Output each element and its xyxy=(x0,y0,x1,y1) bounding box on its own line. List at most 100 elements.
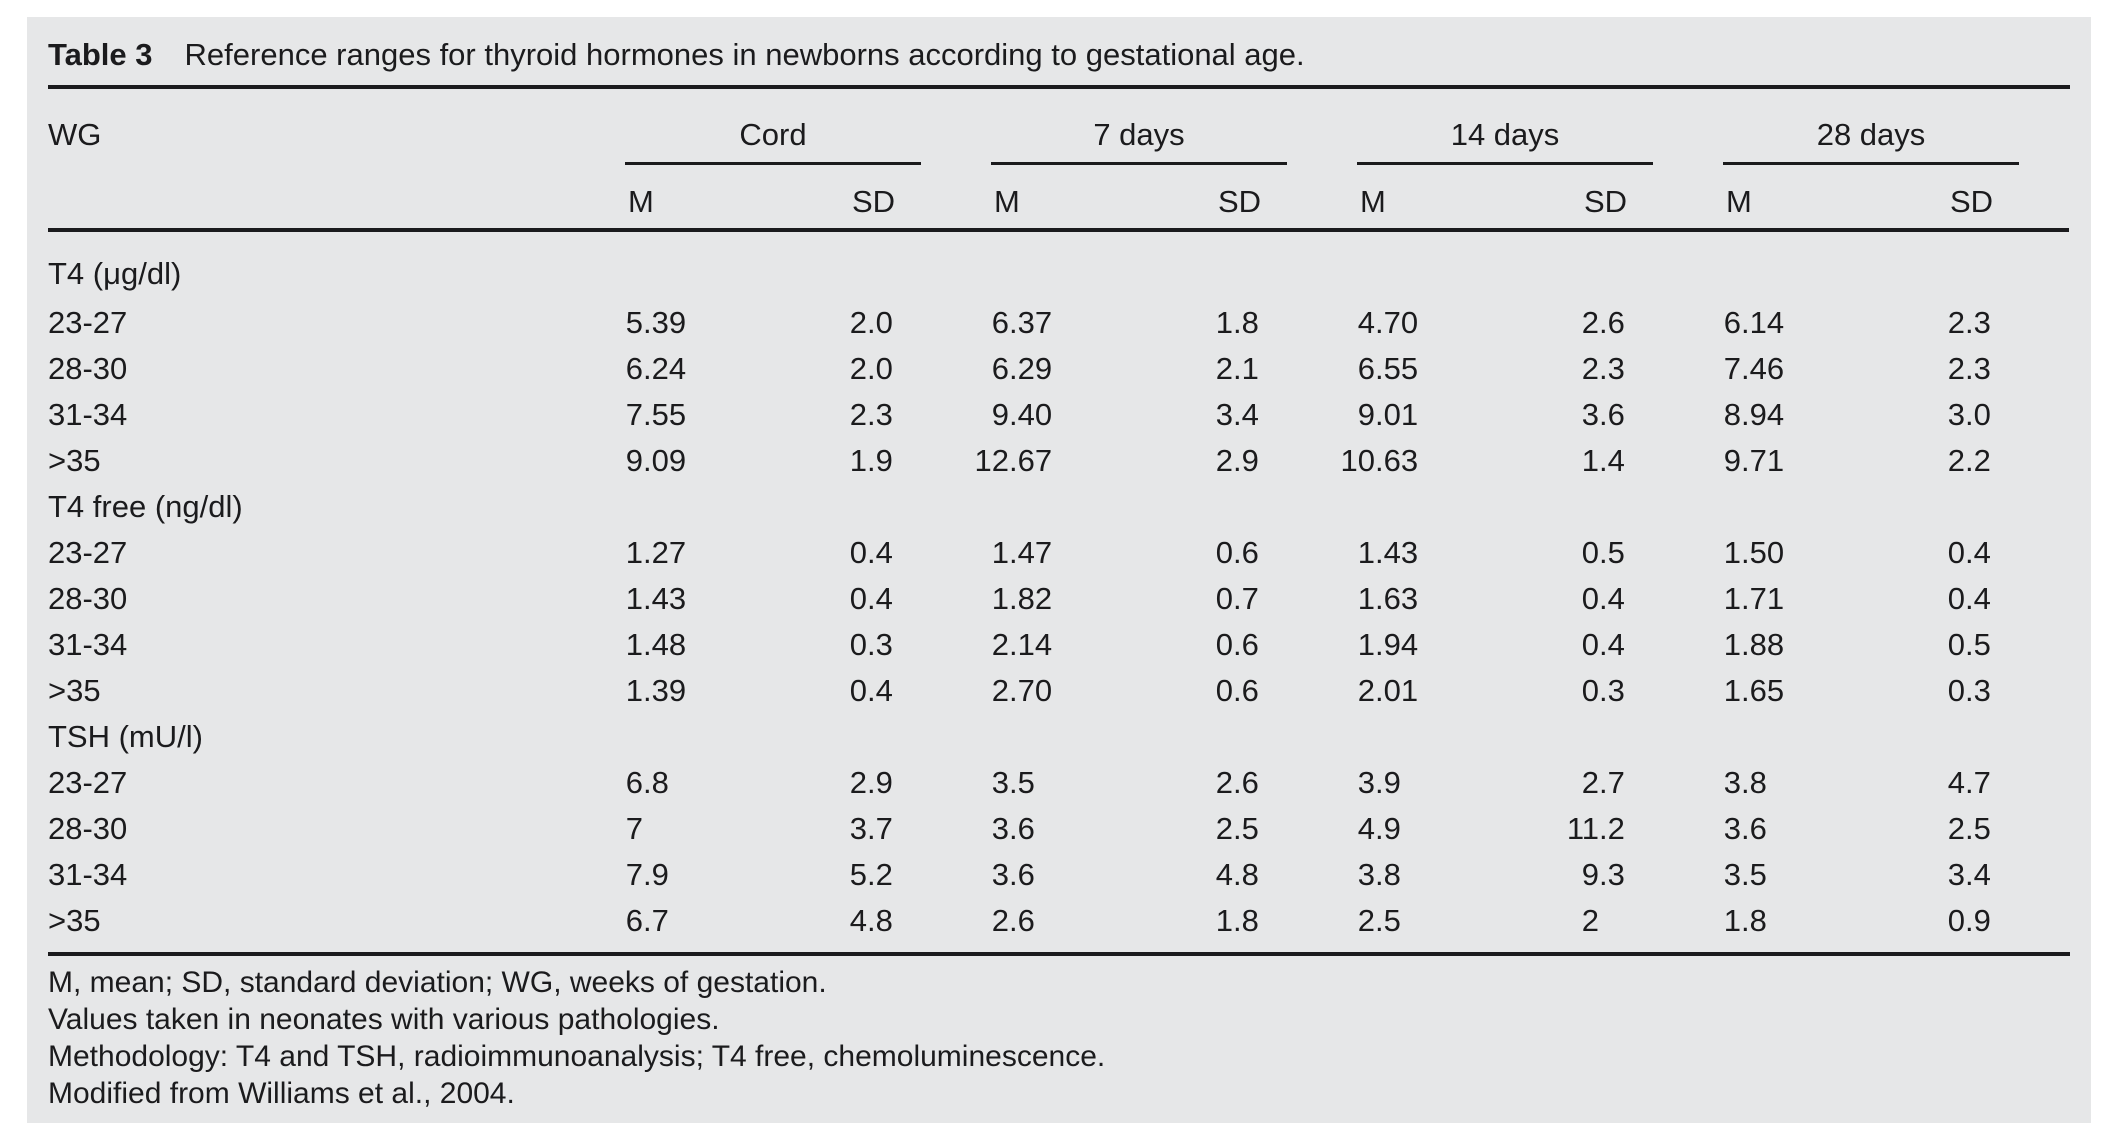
value-cell: 6.7 xyxy=(625,903,669,938)
value-cell: 0.3 xyxy=(1947,673,1991,708)
value-cell: 12.67 xyxy=(974,443,1053,478)
value-cell: 8.94 xyxy=(1723,397,1785,432)
wg-cell: 23-27 xyxy=(48,535,128,570)
value-cell: 9.71 xyxy=(1723,443,1785,478)
value-cell: 6.8 xyxy=(625,765,669,800)
value-cell: 3.8 xyxy=(1723,765,1767,800)
table-row: 23-27 1.27 0.4 1.47 0.6 1.43 0.5 1.50 0.4 xyxy=(48,530,2069,576)
table-row: 28-30 7 3.7 3.6 2.5 4.9 11.2 3.6 2.5 xyxy=(48,806,2069,852)
value-cell: 2.6 xyxy=(1215,765,1259,800)
value-cell: 2.14 xyxy=(991,627,1053,662)
column-group-28-days: 28 days xyxy=(1703,89,2069,165)
group-header-row: WG Cord 7 days 14 days 28 days xyxy=(48,89,2069,165)
value-cell: 6.55 xyxy=(1357,351,1419,386)
value-cell: 1.8 xyxy=(1215,903,1259,938)
value-cell: 9.01 xyxy=(1357,397,1419,432)
subheader-row: M SD M SD M SD M SD xyxy=(48,165,2069,232)
column-subheader-sd: SD xyxy=(1195,165,1337,232)
table-bottom-rule xyxy=(48,952,2070,956)
value-cell: 2.9 xyxy=(1215,443,1259,478)
table-row: 31-34 7.55 2.3 9.40 3.4 9.01 3.6 8.94 3.0 xyxy=(48,392,2069,438)
value-cell: 11.2 xyxy=(1566,811,1625,846)
value-cell: 0.4 xyxy=(1947,535,1991,570)
column-group-label: 28 days xyxy=(1816,117,1926,152)
value-cell: 2.6 xyxy=(991,903,1035,938)
value-cell: 1.4 xyxy=(1581,443,1625,478)
value-cell: 6.37 xyxy=(991,305,1053,340)
value-cell: 1.63 xyxy=(1357,581,1419,616)
value-cell: 4.7 xyxy=(1947,765,1991,800)
column-header-wg: WG xyxy=(48,117,102,152)
column-group-cord: Cord xyxy=(605,89,971,165)
column-subheader-sd: SD xyxy=(1927,165,2069,232)
value-cell: 3.6 xyxy=(1581,397,1625,432)
value-cell: 1.8 xyxy=(1723,903,1767,938)
value-cell: 1.50 xyxy=(1723,535,1785,570)
table-panel: Table 3 Reference ranges for thyroid horm… xyxy=(27,17,2091,1123)
value-cell: 1.65 xyxy=(1723,673,1785,708)
footnote-abbreviations: M, mean; SD, standard deviation; WG, wee… xyxy=(48,966,827,999)
wg-cell: >35 xyxy=(48,673,101,708)
value-cell: 4.8 xyxy=(1215,857,1259,892)
value-cell: 5.39 xyxy=(625,305,687,340)
value-cell: 3.4 xyxy=(1947,857,1991,892)
value-cell: 2.0 xyxy=(849,305,893,340)
section-label: TSH (mU/l) xyxy=(48,719,203,754)
column-subheader-sd: SD xyxy=(829,165,971,232)
table-row: 28-30 1.43 0.4 1.82 0.7 1.63 0.4 1.71 0.4 xyxy=(48,576,2069,622)
section-header-row: TSH (mU/l) xyxy=(48,714,2069,760)
value-cell: 2.3 xyxy=(1947,351,1991,386)
value-cell: 2.0 xyxy=(849,351,893,386)
value-cell: 2.5 xyxy=(1947,811,1991,846)
value-cell: 4.70 xyxy=(1357,305,1419,340)
value-cell: 4.9 xyxy=(1357,811,1401,846)
column-group-label: Cord xyxy=(739,117,807,152)
value-cell: 9.09 xyxy=(625,443,687,478)
wg-cell: 31-34 xyxy=(48,397,128,432)
value-cell: 9.3 xyxy=(1581,857,1625,892)
value-cell: 0.6 xyxy=(1215,535,1259,570)
value-cell: 1.43 xyxy=(625,581,687,616)
table-caption: Table 3 Reference ranges for thyroid horm… xyxy=(48,17,2070,89)
column-group-14-days: 14 days xyxy=(1337,89,1703,165)
value-cell: 1.8 xyxy=(1215,305,1259,340)
wg-cell: >35 xyxy=(48,443,101,478)
value-cell: 2.3 xyxy=(1947,305,1991,340)
value-cell: 0.6 xyxy=(1215,627,1259,662)
value-cell: 2.70 xyxy=(991,673,1053,708)
value-cell: 1.27 xyxy=(625,535,687,570)
wg-cell: 31-34 xyxy=(48,627,128,662)
wg-cell: 28-30 xyxy=(48,351,128,386)
value-cell: 1.9 xyxy=(849,443,893,478)
section-label: T4 free (ng/dl) xyxy=(48,489,243,524)
value-cell: 0.4 xyxy=(1581,581,1625,616)
value-cell: 2.5 xyxy=(1215,811,1259,846)
value-cell: 7.9 xyxy=(625,857,669,892)
table-caption-text: Reference ranges for thyroid hormones in… xyxy=(184,37,1305,72)
value-cell: 2.5 xyxy=(1357,903,1401,938)
value-cell: 6.29 xyxy=(991,351,1053,386)
column-group-label: 14 days xyxy=(1450,117,1560,152)
value-cell: 1.48 xyxy=(625,627,687,662)
column-subheader-m: M xyxy=(605,165,829,232)
table-row: 28-30 6.24 2.0 6.29 2.1 6.55 2.3 7.46 2.3 xyxy=(48,346,2069,392)
column-group-7-days: 7 days xyxy=(971,89,1337,165)
footnote-methodology: Methodology: T4 and TSH, radioimmunoanal… xyxy=(48,1040,1106,1073)
value-cell: 2.9 xyxy=(849,765,893,800)
section-header-row: T4 (μg/dl) xyxy=(48,230,2069,300)
column-group-label: 7 days xyxy=(1093,117,1185,152)
value-cell: 1.94 xyxy=(1357,627,1419,662)
column-subheader-m: M xyxy=(1703,165,1927,232)
table-row: 23-27 5.39 2.0 6.37 1.8 4.70 2.6 6.14 2.3 xyxy=(48,300,2069,346)
value-cell: 1.39 xyxy=(625,673,687,708)
value-cell: 2.3 xyxy=(1581,351,1625,386)
table-row: 23-27 6.8 2.9 3.5 2.6 3.9 2.7 3.8 4.7 xyxy=(48,760,2069,806)
value-cell: 1.88 xyxy=(1723,627,1785,662)
wg-cell: 23-27 xyxy=(48,305,128,340)
table-number: Table 3 xyxy=(48,37,153,72)
value-cell: 7.55 xyxy=(625,397,687,432)
section-label: T4 (μg/dl) xyxy=(48,256,182,291)
table-row: >35 9.09 1.9 12.67 2.9 10.63 1.4 9.71 2.2 xyxy=(48,438,2069,484)
value-cell: 6.24 xyxy=(625,351,687,386)
value-cell: 3.0 xyxy=(1947,397,1991,432)
